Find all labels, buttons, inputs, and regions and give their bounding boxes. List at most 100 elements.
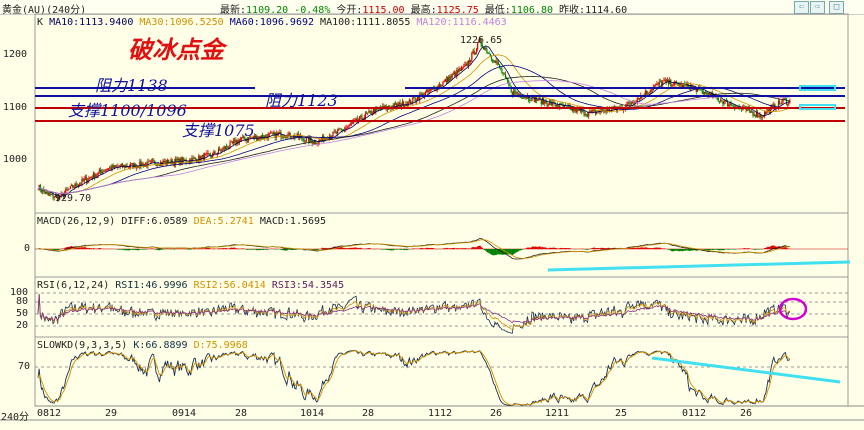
candle — [777, 101, 780, 108]
candle — [576, 108, 578, 113]
kd-legend: SLOWKD(9,3,3,5) K:66.8899 D:75.9968 — [37, 340, 248, 351]
candle — [228, 146, 230, 149]
k-label: K — [37, 17, 44, 28]
candle — [657, 83, 659, 85]
candle — [350, 123, 353, 125]
candle — [309, 137, 311, 143]
candle — [236, 140, 238, 144]
candle — [443, 81, 445, 83]
candle — [119, 165, 121, 168]
candle — [166, 159, 169, 164]
candle — [224, 146, 227, 150]
candle — [442, 82, 444, 86]
candle — [706, 92, 708, 95]
candle — [320, 139, 323, 141]
candle — [508, 82, 510, 86]
ma30-line — [37, 54, 791, 195]
candle — [645, 90, 648, 94]
candle — [579, 109, 582, 112]
open-label: 今开: — [336, 5, 363, 16]
chart-title: 破冰点金 — [128, 35, 224, 64]
candle — [630, 102, 633, 104]
candle — [345, 128, 347, 130]
macd-trendline — [547, 260, 851, 272]
candle — [158, 165, 161, 167]
candle — [633, 101, 635, 103]
candle — [639, 98, 641, 100]
x-tick: 26 — [740, 408, 753, 419]
prev-label: 昨收: — [559, 5, 586, 16]
candle — [177, 158, 179, 161]
candle — [408, 99, 410, 102]
candle — [464, 64, 466, 67]
candle — [190, 159, 192, 163]
candle — [421, 93, 423, 96]
candle — [762, 116, 764, 118]
candle — [477, 42, 479, 50]
candle — [467, 60, 469, 66]
candle — [340, 129, 342, 130]
candle — [571, 108, 574, 111]
candle — [69, 185, 71, 189]
candle — [738, 106, 740, 108]
candle — [332, 131, 334, 137]
candle — [710, 92, 712, 95]
candle — [481, 44, 483, 47]
candle — [283, 137, 286, 138]
candle — [74, 183, 76, 188]
candle — [223, 147, 225, 150]
symbol-title: 黄金(AU)(240分) — [2, 5, 87, 16]
candle — [426, 89, 428, 92]
candle — [110, 167, 112, 170]
candle — [238, 140, 240, 144]
candle — [537, 100, 539, 102]
candle — [428, 90, 430, 92]
candle — [114, 165, 117, 167]
candle — [608, 108, 611, 112]
candle — [148, 161, 150, 162]
candle — [568, 105, 570, 107]
candle — [393, 103, 395, 108]
candle — [231, 141, 233, 144]
candle — [308, 136, 310, 143]
rsi3-line — [37, 293, 791, 324]
candle — [155, 164, 157, 167]
candle — [695, 87, 697, 92]
low-value: 1106.80 — [510, 5, 553, 16]
candle — [562, 105, 564, 107]
candle — [783, 98, 785, 100]
rsi-tick-20: 20 — [16, 320, 29, 331]
candle — [399, 102, 401, 108]
candle — [556, 105, 559, 107]
window-icon[interactable]: □ — [829, 1, 844, 14]
candle — [455, 72, 457, 77]
candle — [98, 169, 100, 173]
candle — [418, 96, 420, 101]
candle — [207, 153, 209, 154]
candle — [640, 95, 642, 100]
candle — [525, 97, 527, 99]
candle — [239, 139, 242, 141]
candle — [171, 159, 173, 165]
candle — [435, 90, 437, 92]
candle — [257, 138, 259, 141]
candle — [243, 136, 245, 140]
candle — [341, 129, 343, 131]
rsi-tick-80: 80 — [16, 296, 29, 307]
candle — [295, 136, 297, 138]
macd-label: MACD(26,12,9) — [37, 216, 116, 227]
candle — [281, 136, 283, 138]
candle — [398, 102, 400, 104]
candle — [227, 147, 229, 149]
candle — [200, 156, 202, 161]
candle — [106, 169, 109, 171]
candle — [548, 101, 550, 106]
candle — [194, 157, 196, 159]
candle — [201, 154, 203, 157]
macd-dea: DEA:5.2741 — [193, 216, 254, 227]
candle — [349, 124, 351, 125]
candle — [485, 47, 487, 49]
candle — [83, 179, 85, 181]
candle — [264, 135, 266, 139]
candle — [473, 50, 475, 55]
